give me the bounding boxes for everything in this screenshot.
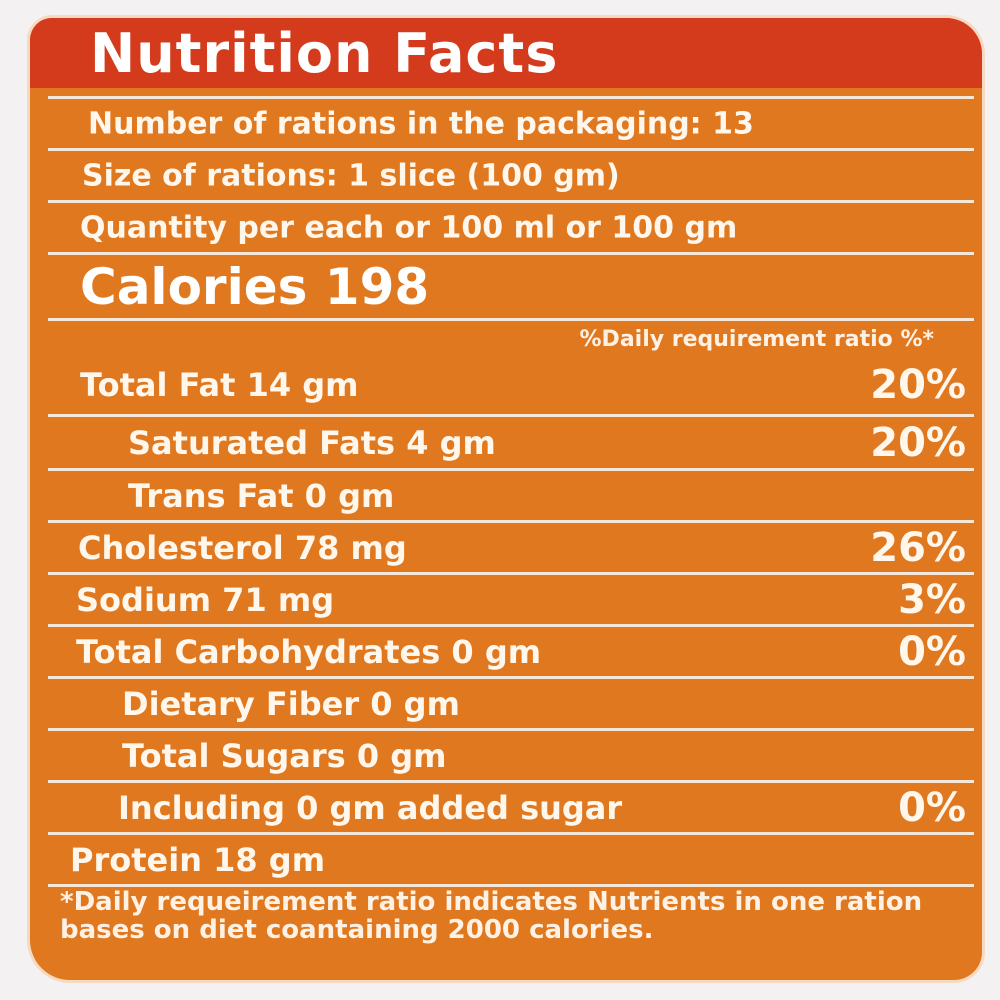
total-fat-pct: 20% [870, 362, 966, 408]
total-sugars-label: Total Sugars 0 gm [122, 736, 447, 775]
title-bar: Nutrition Facts [30, 18, 982, 88]
label-title: Nutrition Facts [90, 22, 559, 85]
protein-label: Protein 18 gm [70, 840, 326, 879]
sodium-row: Sodium 71 mg 3% [48, 572, 974, 624]
serving-size-label: Size of rations: 1 slice (100 gm) [82, 158, 620, 193]
total-carbs-row: Total Carbohydrates 0 gm 0% [48, 624, 974, 676]
calories-label: Calories 198 [80, 257, 430, 316]
daily-value-header: %Daily requirement ratio %* [579, 327, 934, 352]
total-sugars-row: Total Sugars 0 gm [48, 728, 974, 780]
added-sugar-label: Including 0 gm added sugar [118, 788, 623, 827]
total-fat-row: %Daily requirement ratio %* Total Fat 14… [48, 318, 974, 414]
servings-label: Number of rations in the packaging: 13 [88, 106, 754, 141]
protein-row: Protein 18 gm [48, 832, 974, 884]
serving-size-row: Size of rations: 1 slice (100 gm) [48, 148, 974, 200]
dietary-fiber-label: Dietary Fiber 0 gm [122, 684, 460, 723]
added-sugar-row: Including 0 gm added sugar 0% [48, 780, 974, 832]
servings-row: Number of rations in the packaging: 13 [48, 96, 974, 148]
saturated-fat-label: Saturated Fats 4 gm [128, 423, 496, 462]
footnote-divider [48, 884, 974, 887]
total-carbs-label: Total Carbohydrates 0 gm [76, 632, 542, 671]
trans-fat-row: Trans Fat 0 gm [48, 468, 974, 520]
sodium-pct: 3% [898, 576, 966, 623]
cholesterol-label: Cholesterol 78 mg [78, 528, 407, 567]
calories-row: Calories 198 [48, 252, 974, 318]
quantity-row: Quantity per each or 100 ml or 100 gm [48, 200, 974, 252]
nutrition-label: Nutrition Facts Number of rations in the… [30, 18, 982, 980]
total-fat-label: Total Fat 14 gm [80, 366, 359, 404]
dietary-fiber-row: Dietary Fiber 0 gm [48, 676, 974, 728]
sodium-label: Sodium 71 mg [76, 580, 335, 619]
cholesterol-pct: 26% [870, 524, 966, 571]
saturated-fat-pct: 20% [870, 419, 966, 466]
cholesterol-row: Cholesterol 78 mg 26% [48, 520, 974, 572]
saturated-fat-row: Saturated Fats 4 gm 20% [48, 414, 974, 468]
total-carbs-pct: 0% [898, 628, 966, 675]
quantity-label: Quantity per each or 100 ml or 100 gm [80, 210, 738, 245]
footnote: *Daily requeirement ratio indicates Nutr… [60, 887, 923, 945]
trans-fat-label: Trans Fat 0 gm [128, 476, 395, 515]
added-sugar-pct: 0% [898, 784, 966, 831]
